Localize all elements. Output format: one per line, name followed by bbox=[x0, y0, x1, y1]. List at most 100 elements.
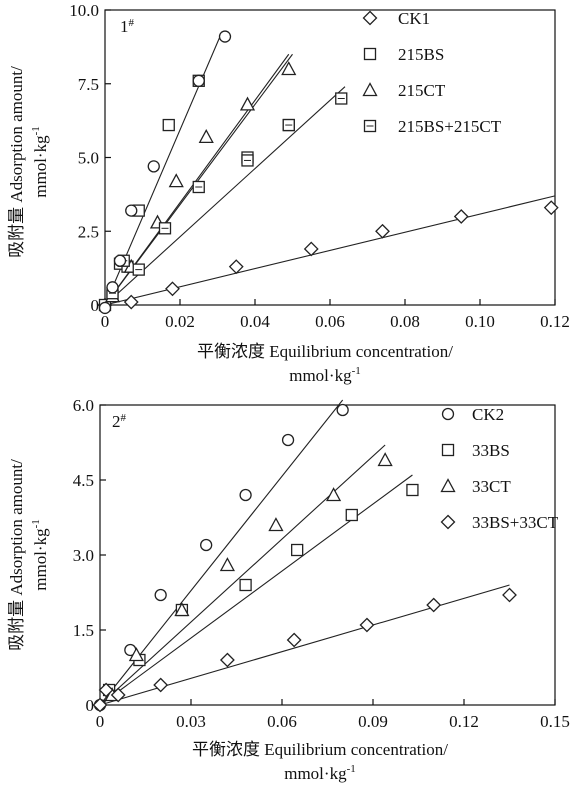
point-33ct bbox=[325, 487, 342, 502]
point-215ct bbox=[168, 173, 184, 188]
point-ck2 bbox=[154, 588, 167, 602]
point-ck1 bbox=[543, 200, 559, 216]
fit-lines bbox=[104, 33, 556, 306]
legend-marker bbox=[440, 478, 456, 493]
y-axis-label: 吸附量 Adsorption amount/ bbox=[7, 459, 26, 651]
point-series-4 bbox=[106, 281, 119, 294]
point-33bs-33ct bbox=[426, 597, 442, 613]
legend-marker bbox=[440, 514, 456, 530]
x-tick-label: 0.06 bbox=[315, 312, 345, 331]
x-axis: 0 0.03 0.06 0.09 0.12 0.15 bbox=[96, 699, 570, 731]
point-33bs-33ct bbox=[502, 587, 517, 603]
fit-line-33bs bbox=[99, 474, 413, 706]
point-33ct bbox=[174, 602, 190, 617]
point-ck1 bbox=[375, 223, 390, 239]
fit-line-33ct bbox=[99, 444, 386, 706]
x-tick-label: 0 bbox=[96, 712, 105, 731]
y-tick-label: 3.0 bbox=[73, 546, 94, 565]
point-ck2 bbox=[336, 403, 349, 417]
y-tick-label: 5.0 bbox=[78, 149, 99, 168]
data-points bbox=[92, 403, 517, 713]
x-tick-label: 0.15 bbox=[540, 712, 570, 731]
x-axis-label: 平衡浓度 Equilibrium concentration/ bbox=[192, 740, 448, 759]
x-tick-label: 0 bbox=[101, 312, 110, 331]
point-33bs bbox=[239, 578, 252, 592]
x-tick-label: 0.12 bbox=[540, 312, 570, 331]
point-ck1 bbox=[228, 259, 244, 275]
point-33bs bbox=[406, 483, 419, 497]
y-axis-unit: mmol·kg-1 bbox=[30, 519, 50, 591]
point-215ct bbox=[281, 61, 297, 76]
point-33bs-33ct bbox=[153, 677, 169, 693]
point-series-4 bbox=[113, 254, 127, 267]
y-tick-label: 10.0 bbox=[69, 1, 99, 20]
point-ck1 bbox=[123, 294, 139, 310]
point-series-4 bbox=[98, 301, 112, 315]
point-33ct bbox=[219, 557, 235, 572]
legend-marker bbox=[441, 443, 455, 457]
legend-label: 33BS+33CT bbox=[472, 513, 559, 532]
legend-marker bbox=[362, 10, 378, 26]
y-tick-label: 6.0 bbox=[73, 396, 94, 415]
legend-label: 215CT bbox=[398, 81, 446, 100]
point-series-4 bbox=[147, 160, 160, 173]
point-ck1 bbox=[303, 241, 319, 257]
fit-line-215bs-215ct bbox=[104, 86, 346, 306]
legend-label: 33BS bbox=[472, 441, 510, 460]
legend: CK2 33BS 33CT 33BS+33CT bbox=[440, 405, 559, 532]
point-ck1 bbox=[453, 209, 469, 224]
panel-tag: 1# bbox=[120, 17, 135, 36]
legend-label: 33CT bbox=[472, 477, 511, 496]
point-ck1 bbox=[165, 281, 180, 297]
y-tick-label: 7.5 bbox=[78, 75, 99, 94]
legend: CK1 215BS 215CT 215BS+215CT bbox=[362, 9, 502, 136]
panel-tag: 2# bbox=[112, 412, 127, 431]
fit-line-33bs-33ct bbox=[99, 584, 510, 706]
point-33bs bbox=[291, 543, 304, 557]
y-tick-label: 0 bbox=[91, 296, 100, 315]
point-33bs-33ct bbox=[98, 682, 114, 698]
point-ck2 bbox=[239, 488, 252, 502]
point-215bs bbox=[162, 118, 175, 132]
point-33bs-33ct bbox=[110, 687, 126, 703]
plot-frame bbox=[104, 9, 556, 306]
legend-label: 215BS+215CT bbox=[398, 117, 502, 136]
x-tick-label: 0.03 bbox=[176, 712, 206, 731]
data-points bbox=[97, 30, 559, 315]
point-215ct bbox=[198, 128, 214, 144]
legend-marker bbox=[363, 47, 377, 61]
panel-1: 1# 02.55.07.510.0 0 0.02 0.04 0.06 0.08 0.10 0… bbox=[7, 1, 570, 385]
point-33bs-33ct bbox=[219, 652, 235, 668]
x-tick-label: 0.08 bbox=[390, 312, 420, 331]
panel-2: 2# 0 1.5 3.0 4.5 6.0 0 0.03 0.06 0.09 0.12 0.15 C… bbox=[7, 396, 570, 783]
y-tick-label: 4.5 bbox=[73, 471, 94, 490]
point-series-4 bbox=[125, 204, 138, 217]
x-axis-unit: mmol·kg-1 bbox=[284, 763, 356, 783]
x-axis-unit: mmol·kg-1 bbox=[289, 365, 361, 385]
legend-marker bbox=[441, 407, 455, 421]
x-axis-label: 平衡浓度 Equilibrium concentration/ bbox=[197, 342, 453, 361]
point-33bs-33ct bbox=[286, 632, 302, 648]
point-33bs-33ct bbox=[359, 617, 375, 633]
point-series-4 bbox=[192, 74, 205, 87]
fit-line-215ct bbox=[104, 53, 293, 306]
y-axis-unit: mmol·kg-1 bbox=[30, 126, 50, 198]
fit-line-ck1 bbox=[104, 195, 556, 306]
point-ck2 bbox=[200, 538, 213, 552]
y-axis: 0 1.5 3.0 4.5 6.0 bbox=[73, 396, 106, 715]
y-axis: 0 2.5 5.0 7.5 10.0 bbox=[69, 1, 111, 315]
point-33bs bbox=[345, 508, 358, 522]
point-33ct bbox=[128, 647, 144, 662]
legend-label: CK2 bbox=[472, 405, 504, 424]
legend-label: 215BS bbox=[398, 45, 444, 64]
legend-label: CK1 bbox=[398, 9, 430, 28]
x-tick-label: 0.10 bbox=[465, 312, 495, 331]
point-33bs-33ct bbox=[92, 697, 108, 713]
legend-marker bbox=[362, 82, 378, 97]
x-tick-label: 0.04 bbox=[240, 312, 270, 331]
y-tick-label: 1.5 bbox=[73, 621, 94, 640]
point-33ct bbox=[268, 517, 284, 532]
x-tick-label: 0.06 bbox=[267, 712, 297, 731]
x-tick-label: 0.09 bbox=[358, 712, 388, 731]
